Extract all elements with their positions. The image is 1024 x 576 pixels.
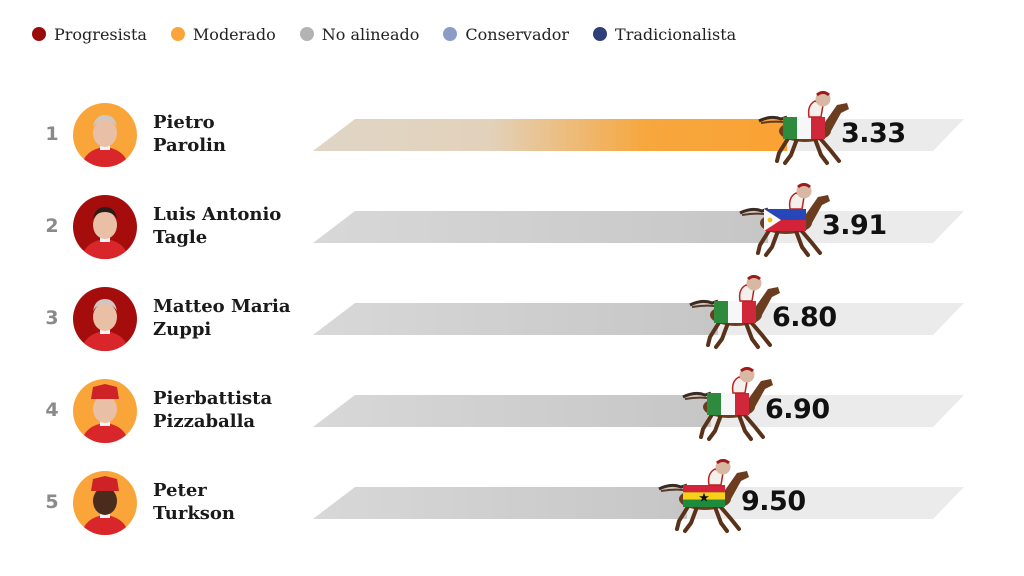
candidate-last-name: Parolin [153, 135, 226, 156]
odds-value: 9.50 [741, 486, 806, 517]
ranking-row: 1 Pietro Parolin 3.33 [0, 0, 1024, 167]
candidate-name: Pierbattista Pizzaballa [153, 387, 323, 433]
horse-jockey-icon [658, 459, 749, 533]
candidate-name: Pietro Parolin [153, 111, 323, 157]
candidate-avatar [73, 287, 137, 351]
rank-number: 5 [45, 491, 59, 513]
legend-item-no-alineado: No alineado [299, 24, 420, 44]
candidate-first-name: Matteo Maria [153, 296, 291, 317]
ranking-row: 5 Peter Turkson 9.50 [0, 0, 1024, 535]
legend: Progresista Moderado No alineado Conservado… [32, 22, 760, 46]
candidate-first-name: Pietro [153, 112, 215, 133]
candidate-avatar [73, 471, 137, 535]
candidate-avatar [73, 103, 137, 167]
flag-philippines-icon [764, 209, 806, 231]
legend-label: Tradicionalista [615, 24, 737, 44]
ranking-row: 3 Matteo Maria Zuppi 6.80 [0, 0, 1024, 351]
odds-value: 3.33 [841, 118, 906, 149]
legend-label: Progresista [54, 24, 147, 44]
odds-value: 6.90 [765, 394, 830, 425]
legend-label: No alineado [321, 24, 420, 44]
candidate-name: Luis Antonio Tagle [153, 203, 323, 249]
candidate-last-name: Turkson [153, 503, 236, 524]
candidate-first-name: Pierbattista [153, 388, 273, 409]
candidate-last-name: Tagle [153, 227, 208, 248]
flag-ghana-icon [683, 485, 725, 507]
horse-jockey-icon [682, 367, 773, 441]
legend-dot-icon [32, 27, 46, 41]
rank-number: 1 [45, 123, 59, 145]
legend-label: Moderado [192, 24, 276, 44]
bar-fill [313, 211, 768, 243]
horse-jockey-icon [689, 275, 780, 349]
legend-label: Conservador [465, 24, 570, 44]
flag-italy-icon [714, 301, 756, 323]
candidate-name: Peter Turkson [153, 479, 323, 525]
legend-dot-icon [170, 27, 185, 41]
legend-item-progresista: Progresista [32, 25, 147, 44]
candidate-name: Matteo Maria Zuppi [153, 295, 323, 341]
odds-value: 6.80 [772, 302, 837, 333]
bar-fill [313, 303, 718, 335]
candidate-first-name: Peter [153, 480, 207, 501]
bar-fill [313, 395, 711, 427]
ranking-row: 2 Luis Antonio Tagle 3.91 [0, 0, 1024, 259]
ranking-row: 4 Pierbattista Pizzaballa 6.90 [0, 0, 1024, 443]
rank-number: 2 [45, 215, 59, 237]
bar-fill [313, 119, 787, 151]
candidate-last-name: Pizzaballa [153, 411, 256, 432]
candidate-avatar [73, 195, 137, 259]
bar-fill [313, 487, 687, 519]
legend-item-tradicionalista: Tradicionalista [593, 25, 736, 44]
rank-number: 4 [45, 399, 59, 421]
horse-jockey-icon [739, 183, 830, 257]
legend-item-conservador: Conservador [443, 25, 569, 44]
odds-value: 3.91 [822, 210, 887, 241]
horse-jockey-icon [758, 91, 849, 165]
legend-dot-icon [443, 27, 458, 41]
legend-item-moderado: Moderado [170, 24, 276, 44]
candidate-last-name: Zuppi [153, 319, 212, 340]
legend-dot-icon [593, 27, 608, 41]
legend-dot-icon [299, 27, 314, 41]
candidate-first-name: Luis Antonio [153, 204, 282, 225]
flag-italy-icon [707, 393, 749, 415]
flag-italy-icon [783, 117, 825, 139]
candidate-avatar [73, 379, 137, 443]
rank-number: 3 [45, 307, 59, 329]
